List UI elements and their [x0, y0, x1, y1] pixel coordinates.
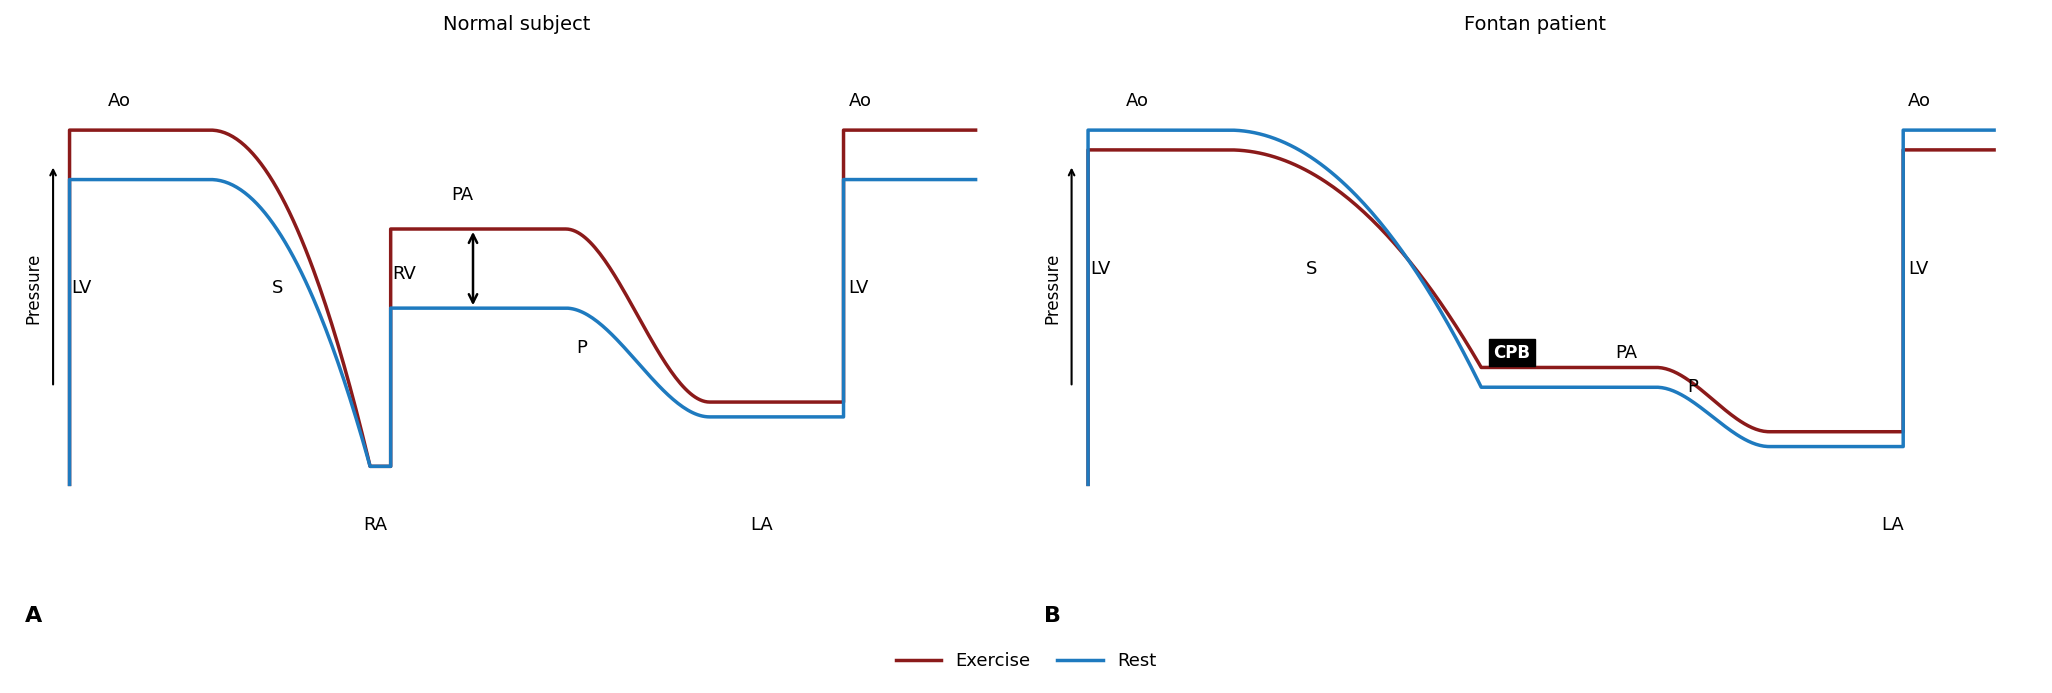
Text: PA: PA: [451, 186, 474, 204]
Title: Fontan patient: Fontan patient: [1465, 15, 1607, 34]
Text: LV: LV: [850, 279, 870, 297]
Text: RV: RV: [392, 265, 417, 283]
Text: Ao: Ao: [107, 92, 131, 110]
Text: Ao: Ao: [1908, 92, 1931, 110]
Text: CPB: CPB: [1494, 344, 1531, 362]
Legend: Exercise, Rest: Exercise, Rest: [889, 644, 1163, 677]
Text: P: P: [1687, 378, 1697, 396]
Text: LA: LA: [1882, 516, 1904, 534]
Text: A: A: [25, 606, 43, 626]
Text: S: S: [273, 279, 283, 297]
Text: LV: LV: [72, 279, 92, 297]
Text: Ao: Ao: [850, 92, 872, 110]
Text: Ao: Ao: [1127, 92, 1149, 110]
Text: B: B: [1044, 606, 1061, 626]
Text: P: P: [577, 339, 587, 357]
Text: S: S: [1307, 260, 1317, 278]
Text: Pressure: Pressure: [1042, 253, 1061, 324]
Text: Pressure: Pressure: [25, 253, 43, 324]
Title: Normal subject: Normal subject: [443, 15, 591, 34]
Text: RA: RA: [363, 516, 388, 534]
Text: LV: LV: [1908, 260, 1929, 278]
Text: LV: LV: [1090, 260, 1110, 278]
Text: PA: PA: [1615, 344, 1637, 362]
Text: LA: LA: [749, 516, 772, 534]
